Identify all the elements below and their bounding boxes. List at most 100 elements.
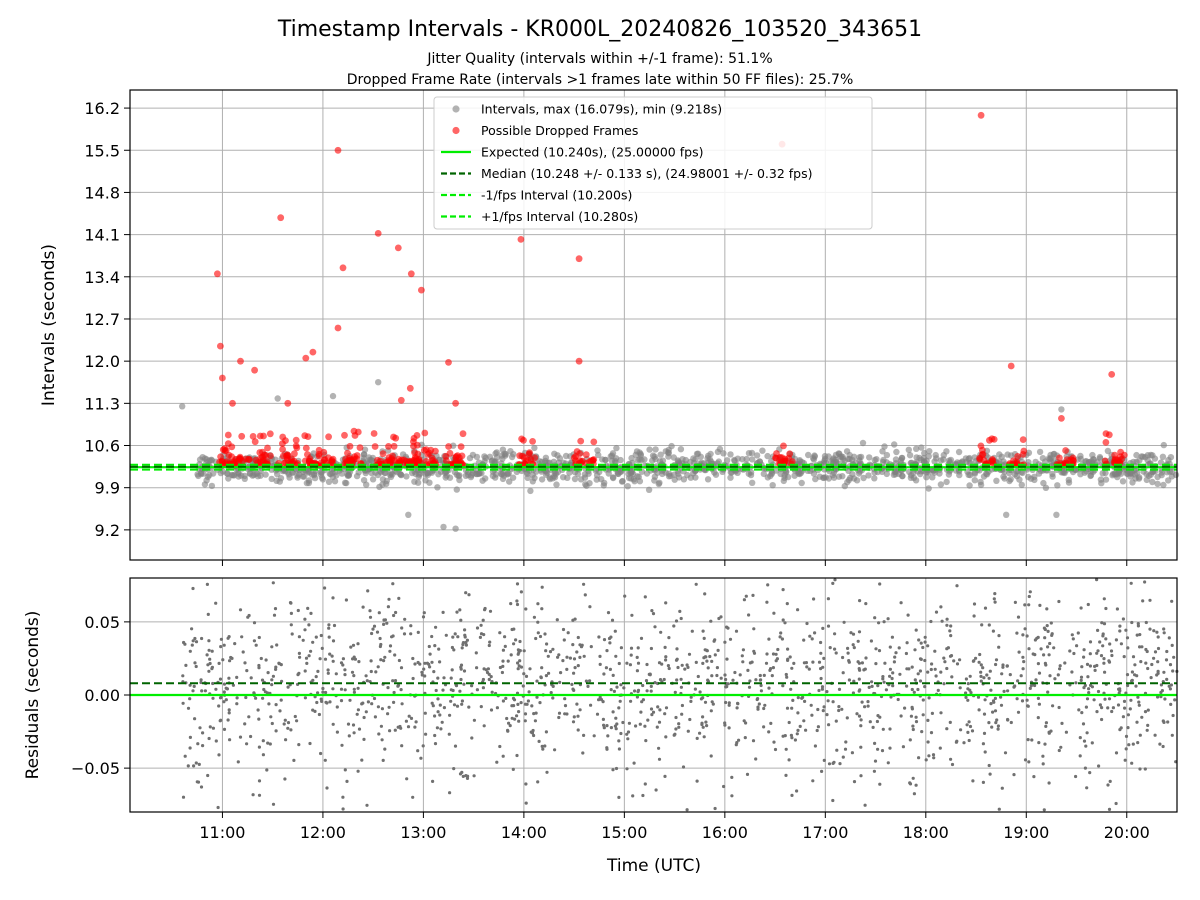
residual-point xyxy=(1087,687,1091,691)
residual-point xyxy=(667,666,671,671)
interval-point xyxy=(583,482,590,489)
residual-point xyxy=(428,652,432,656)
residual-point xyxy=(1134,684,1138,688)
residual-point xyxy=(971,659,976,663)
residual-point xyxy=(614,654,618,658)
residual-point xyxy=(635,655,639,660)
residual-point xyxy=(629,653,633,657)
residual-point xyxy=(636,688,641,693)
residual-point xyxy=(881,727,885,731)
residual-point xyxy=(257,779,262,783)
residual-point xyxy=(626,730,631,734)
residual-point xyxy=(1001,663,1005,667)
residual-point xyxy=(765,652,769,656)
residual-point xyxy=(238,608,243,612)
residual-point xyxy=(929,731,934,735)
residual-point xyxy=(649,646,654,651)
residual-point xyxy=(303,669,307,673)
residual-point xyxy=(676,665,680,670)
residual-point xyxy=(397,658,401,663)
residual-point xyxy=(873,616,877,620)
interval-point xyxy=(855,470,863,477)
residual-point xyxy=(1037,702,1041,706)
residual-point xyxy=(713,638,717,642)
interval-point xyxy=(195,472,202,480)
residual-point xyxy=(514,638,518,642)
interval-point xyxy=(403,473,410,480)
residual-point xyxy=(706,666,710,670)
interval-point xyxy=(853,477,861,484)
residual-point xyxy=(516,652,520,656)
residual-point xyxy=(752,651,757,655)
residual-point xyxy=(617,706,621,710)
residual-point xyxy=(602,672,606,676)
interval-point xyxy=(846,451,853,459)
residual-point xyxy=(455,704,460,708)
residual-point xyxy=(1019,674,1023,678)
residual-point xyxy=(447,732,451,736)
residual-point xyxy=(539,675,543,679)
residual-point xyxy=(851,691,856,695)
residual-point xyxy=(1070,670,1074,674)
residual-point xyxy=(976,695,981,699)
residual-point xyxy=(1155,630,1159,634)
interval-point xyxy=(677,446,685,453)
residual-point xyxy=(219,637,223,641)
residual-point xyxy=(859,724,863,728)
residual-point xyxy=(805,621,809,626)
residual-point xyxy=(675,647,679,651)
residual-point xyxy=(490,690,494,694)
residual-point xyxy=(331,639,336,643)
residual-point xyxy=(926,718,930,723)
residual-point xyxy=(201,744,205,748)
residual-point xyxy=(286,685,290,689)
dropped-frame-point xyxy=(370,430,378,437)
dropped-frame-point xyxy=(1118,456,1125,463)
dropped-frame-point xyxy=(421,429,429,437)
residual-point xyxy=(461,774,465,779)
residual-point xyxy=(685,663,689,667)
residual-point xyxy=(897,646,901,650)
residual-point xyxy=(416,749,420,753)
x-axis-label: Time (UTC) xyxy=(606,856,701,876)
residual-point xyxy=(921,713,925,717)
interval-point xyxy=(692,456,699,463)
residual-point xyxy=(259,656,263,661)
residual-point xyxy=(489,675,493,679)
residual-point xyxy=(748,661,753,665)
interval-point xyxy=(225,475,232,482)
residual-point xyxy=(495,706,499,710)
dropped-frame-point xyxy=(582,451,590,459)
residual-point xyxy=(386,605,390,609)
residual-point xyxy=(433,714,437,718)
residual-point xyxy=(586,684,590,689)
residual-point xyxy=(926,740,930,744)
residual-point xyxy=(993,600,997,604)
residual-point xyxy=(317,712,321,717)
residual-point xyxy=(1116,703,1121,707)
residual-point xyxy=(1156,660,1160,664)
residual-point xyxy=(888,674,892,678)
interval-point xyxy=(749,456,756,463)
residual-point xyxy=(217,704,221,708)
residual-point xyxy=(695,736,699,741)
residual-point xyxy=(331,659,335,663)
residual-point xyxy=(912,792,917,796)
residual-point xyxy=(235,702,239,706)
interval-point xyxy=(748,449,756,457)
residual-point xyxy=(210,649,214,653)
residual-point xyxy=(199,680,203,685)
residual-point xyxy=(927,754,931,758)
residual-point xyxy=(504,696,508,701)
residual-point xyxy=(451,635,455,639)
interval-point xyxy=(1128,470,1135,477)
residual-point xyxy=(190,643,194,647)
residual-point xyxy=(452,767,456,771)
residual-point xyxy=(465,638,469,642)
residual-point xyxy=(1136,695,1140,699)
residual-point xyxy=(871,725,875,730)
residual-point xyxy=(563,697,567,701)
dropped-frame-point xyxy=(321,455,329,463)
interval-point xyxy=(1149,478,1156,486)
residual-point xyxy=(614,727,618,731)
